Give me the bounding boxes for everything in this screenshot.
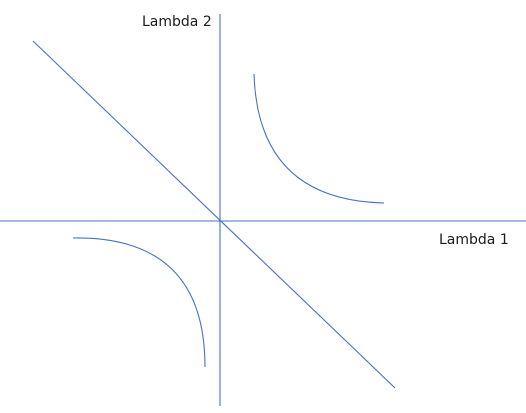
upper-right-curve bbox=[253, 73, 385, 204]
y-axis-label: Lambda 2 bbox=[142, 14, 212, 30]
x-axis-label: Lambda 1 bbox=[439, 232, 509, 248]
lower-left-curve bbox=[72, 237, 206, 368]
diagonal-line bbox=[32, 40, 396, 389]
